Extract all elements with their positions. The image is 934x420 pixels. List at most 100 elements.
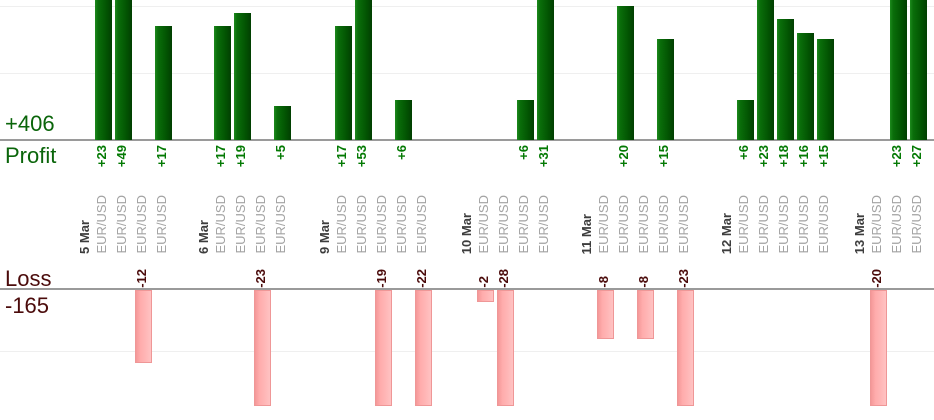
profit-gridline-20 xyxy=(0,6,934,7)
trade-value-label: +19 xyxy=(233,145,248,168)
symbol-label: EUR/USD xyxy=(394,195,409,254)
trade-value-label: +6 xyxy=(516,145,531,160)
symbol-label: EUR/USD xyxy=(676,195,691,254)
profit-bar[interactable] xyxy=(335,26,352,140)
symbol-label: EUR/USD xyxy=(656,195,671,254)
trade-value-label: -2 xyxy=(476,276,491,288)
trade-value-label: +15 xyxy=(656,145,671,168)
symbol-label: EUR/USD xyxy=(496,195,511,254)
profit-bar[interactable] xyxy=(777,19,794,140)
loss-bar[interactable] xyxy=(415,290,432,406)
loss-bar[interactable] xyxy=(637,290,654,339)
symbol-label: EUR/USD xyxy=(536,195,551,254)
trade-value-label: -28 xyxy=(496,269,511,288)
profit-axis-label: Profit xyxy=(5,143,57,168)
profit-bar[interactable] xyxy=(115,0,132,140)
symbol-label: EUR/USD xyxy=(776,195,791,254)
date-label: 12 Mar xyxy=(719,212,734,254)
loss-bar[interactable] xyxy=(254,290,271,406)
symbol-label: EUR/USD xyxy=(756,195,771,254)
symbol-label: EUR/USD xyxy=(213,195,228,254)
profit-bar[interactable] xyxy=(817,39,834,140)
profit-gridline-10 xyxy=(0,73,934,74)
date-label: 10 Mar xyxy=(459,212,474,254)
trade-value-label: +53 xyxy=(354,145,369,168)
loss-bar[interactable] xyxy=(677,290,694,406)
trade-value-label: +20 xyxy=(616,145,631,168)
loss-bar[interactable] xyxy=(870,290,887,406)
loss-bar[interactable] xyxy=(597,290,614,339)
profit-bar[interactable] xyxy=(395,100,412,140)
symbol-label: EUR/USD xyxy=(516,195,531,254)
profit-bar[interactable] xyxy=(274,106,291,140)
loss-axis-label: Loss xyxy=(5,266,52,291)
symbol-label: EUR/USD xyxy=(596,195,611,254)
trade-value-label: +5 xyxy=(273,145,288,160)
trade-value-label: +6 xyxy=(394,145,409,160)
symbol-label: EUR/USD xyxy=(134,195,149,254)
trade-value-label: -8 xyxy=(596,276,611,288)
trade-value-label: +23 xyxy=(94,145,109,168)
trade-value-label: +31 xyxy=(536,145,551,168)
symbol-label: EUR/USD xyxy=(114,195,129,254)
profit-bar[interactable] xyxy=(657,39,674,140)
loss-bar[interactable] xyxy=(375,290,392,406)
profit-bar[interactable] xyxy=(797,33,814,140)
trade-value-label: +27 xyxy=(909,145,924,168)
loss-bar[interactable] xyxy=(477,290,494,302)
trade-value-label: -12 xyxy=(134,269,149,288)
profit-bar[interactable] xyxy=(95,0,112,140)
trade-value-label: +17 xyxy=(154,145,169,168)
loss-bar[interactable] xyxy=(135,290,152,363)
loss-total: -165 xyxy=(5,293,50,318)
symbol-label: EUR/USD xyxy=(636,195,651,254)
symbol-label: EUR/USD xyxy=(816,195,831,254)
symbol-label: EUR/USD xyxy=(889,195,904,254)
profit-bar[interactable] xyxy=(890,0,907,140)
profit-bar[interactable] xyxy=(737,100,754,140)
profit-bar[interactable] xyxy=(617,6,634,140)
symbol-label: EUR/USD xyxy=(94,195,109,254)
profit-bar[interactable] xyxy=(517,100,534,140)
profit-bar[interactable] xyxy=(537,0,554,140)
trade-value-label: +6 xyxy=(736,145,751,160)
symbol-label: EUR/USD xyxy=(476,195,491,254)
trade-value-label: +23 xyxy=(756,145,771,168)
symbol-label: EUR/USD xyxy=(354,195,369,254)
trade-value-label: +16 xyxy=(796,145,811,168)
profit-bar[interactable] xyxy=(757,0,774,140)
symbol-label: EUR/USD xyxy=(414,195,429,254)
profit-bar[interactable] xyxy=(214,26,231,140)
trade-value-label: -23 xyxy=(676,269,691,288)
date-label: 13 Mar xyxy=(852,212,867,254)
trade-value-label: +15 xyxy=(816,145,831,168)
loss-bar[interactable] xyxy=(497,290,514,406)
trade-value-label: +17 xyxy=(213,145,228,168)
date-label: 6 Mar xyxy=(196,220,211,254)
profit-bar[interactable] xyxy=(910,0,927,140)
loss-axis-line xyxy=(0,288,934,290)
date-label: 5 Mar xyxy=(77,220,92,254)
trade-value-label: -23 xyxy=(253,269,268,288)
symbol-label: EUR/USD xyxy=(233,195,248,254)
trade-value-label: +18 xyxy=(776,145,791,168)
profit-total: +406 xyxy=(5,111,55,136)
loss-gridline-10 xyxy=(0,351,934,352)
trade-value-label: +23 xyxy=(889,145,904,168)
trade-value-label: -8 xyxy=(636,276,651,288)
profit-bar[interactable] xyxy=(234,13,251,140)
symbol-label: EUR/USD xyxy=(253,195,268,254)
symbol-label: EUR/USD xyxy=(374,195,389,254)
symbol-label: EUR/USD xyxy=(616,195,631,254)
trade-value-label: -19 xyxy=(374,269,389,288)
symbol-label: EUR/USD xyxy=(334,195,349,254)
date-label: 9 Mar xyxy=(317,220,332,254)
profit-bar[interactable] xyxy=(355,0,372,140)
date-label: 11 Mar xyxy=(579,213,594,254)
profit-bar[interactable] xyxy=(155,26,172,140)
symbol-label: EUR/USD xyxy=(869,195,884,254)
trade-value-label: +49 xyxy=(114,145,129,168)
symbol-label: EUR/USD xyxy=(909,195,924,254)
profit-axis-line xyxy=(0,139,934,141)
symbol-label: EUR/USD xyxy=(736,195,751,254)
